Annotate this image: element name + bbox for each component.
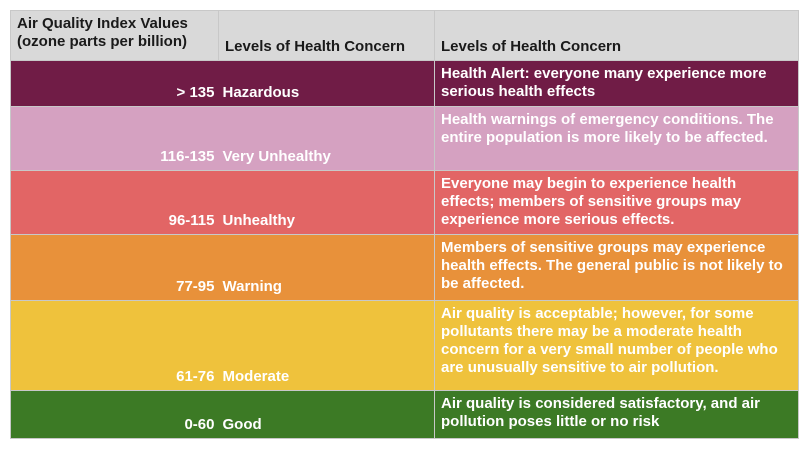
concern-level-cell: Good bbox=[218, 390, 435, 439]
concern-level-cell: Warning bbox=[218, 234, 435, 301]
table-row: 96-115 Unhealthy Everyone may begin to e… bbox=[10, 170, 799, 235]
aqi-range-cell: 77-95 bbox=[10, 234, 219, 301]
aqi-range-cell: 0-60 bbox=[10, 390, 219, 439]
table-row: 0-60 Good Air quality is considered sati… bbox=[10, 390, 799, 439]
description-cell: Members of sensitive groups may experien… bbox=[434, 234, 799, 301]
table-row: > 135 Hazardous Health Alert: everyone m… bbox=[10, 60, 799, 107]
aqi-range-cell: 116-135 bbox=[10, 106, 219, 171]
description-cell: Health Alert: everyone many experience m… bbox=[434, 60, 799, 107]
table-row: 61-76 Moderate Air quality is acceptable… bbox=[10, 300, 799, 391]
description-cell: Air quality is acceptable; however, for … bbox=[434, 300, 799, 391]
aqi-range-cell: 96-115 bbox=[10, 170, 219, 235]
aqi-range-cell: 61-76 bbox=[10, 300, 219, 391]
table-row: 116-135 Very Unhealthy Health warnings o… bbox=[10, 106, 799, 171]
header-row: Air Quality Index Values (ozone parts pe… bbox=[10, 10, 799, 61]
concern-level-cell: Moderate bbox=[218, 300, 435, 391]
description-cell: Air quality is considered satisfactory, … bbox=[434, 390, 799, 439]
concern-level-cell: Hazardous bbox=[218, 60, 435, 107]
header-aqi-values: Air Quality Index Values (ozone parts pe… bbox=[10, 10, 219, 61]
description-cell: Health warnings of emergency conditions.… bbox=[434, 106, 799, 171]
air-quality-table: Air Quality Index Values (ozone parts pe… bbox=[10, 10, 799, 439]
aqi-range-cell: > 135 bbox=[10, 60, 219, 107]
description-cell: Everyone may begin to experience health … bbox=[434, 170, 799, 235]
header-health-concern-description: Levels of Health Concern bbox=[434, 10, 799, 61]
table-row: 77-95 Warning Members of sensitive group… bbox=[10, 234, 799, 301]
concern-level-cell: Very Unhealthy bbox=[218, 106, 435, 171]
concern-level-cell: Unhealthy bbox=[218, 170, 435, 235]
header-health-concern: Levels of Health Concern bbox=[218, 10, 435, 61]
